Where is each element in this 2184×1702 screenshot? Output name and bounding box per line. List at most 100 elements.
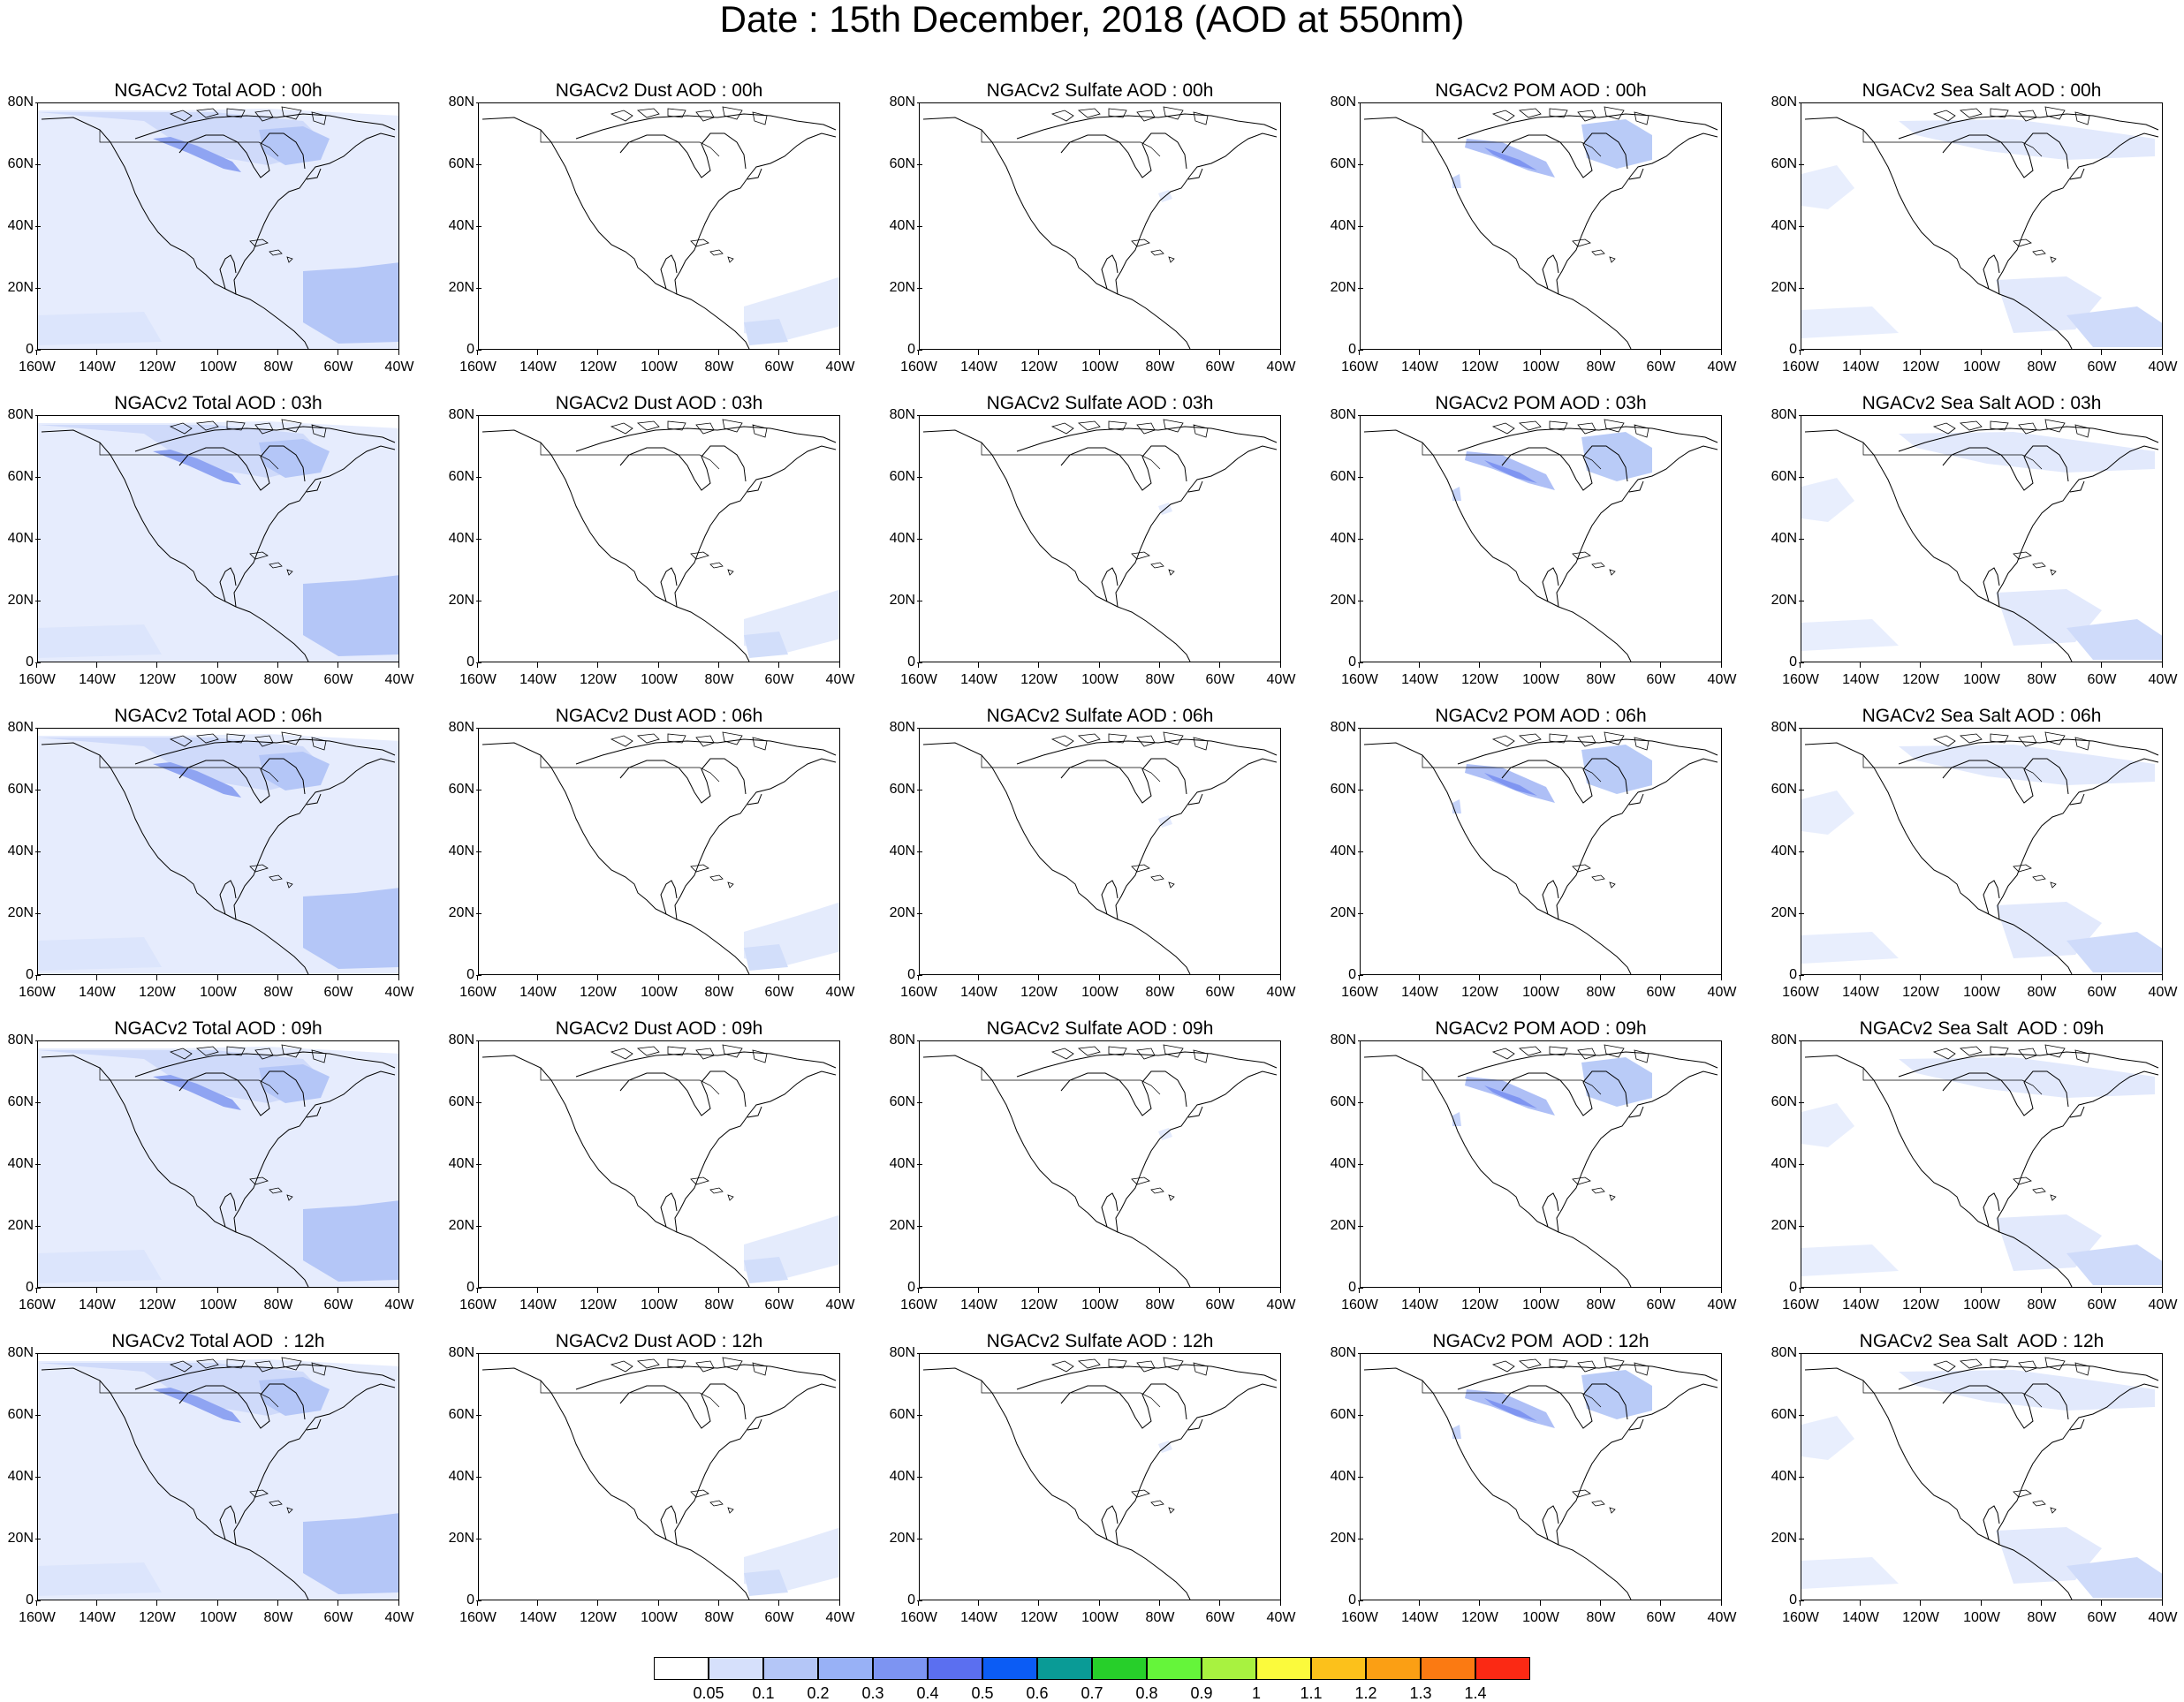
longitude-tick-label: 40W [2136,350,2184,374]
longitude-tick-label: 120W [131,350,184,374]
islands [169,1044,327,1201]
colorbar-swatch [818,1657,873,1680]
latitude-tick-label: 40N [441,844,482,859]
colorbar-swatch [873,1657,928,1680]
islands [1932,1357,2090,1514]
longitude-tick-label: 100W [1955,662,2008,687]
latitude-tick-label: 20N [0,1532,41,1546]
longitude-tick-label: 120W [1453,662,1506,687]
longitude-tick-label: 40W [814,350,867,374]
longitude-tick-label: 160W [11,1288,64,1312]
longitude-tick-label: 100W [1514,350,1567,374]
coastline [1804,738,2159,974]
latitude-tick-label: 40N [0,1470,41,1484]
latitude-tick-label: 40N [441,1470,482,1484]
panel-title: NGACv2 POM AOD : 12h [1432,1331,1649,1351]
longitude-tick-label: 60W [1634,1288,1687,1312]
aerosol-plume [1801,478,1854,522]
latitude-tick-label: 60N [1323,783,1363,797]
aerosol-plume [1801,1557,1899,1589]
colorbar-label: 1 [1251,1684,1261,1702]
aerosol-plume [744,319,788,345]
coastline [1363,738,1718,974]
dust-aod-panel: NGACv2 Dust AOD : 06h 80N 60N 40N 20N 0 160W 14… [441,705,856,1016]
islands [610,1357,768,1514]
longitude-tick-label: 60W [2075,975,2128,1000]
longitude-tick-label: 40W [1255,1600,1308,1625]
longitude-tick-label: 100W [192,975,245,1000]
aerosol-plume [744,1570,788,1596]
longitude-tick-label: 100W [1514,662,1567,687]
map-frame [478,415,840,662]
longitude-tick-label: 40W [2136,1600,2184,1625]
latitude-tick-label: 60N [1323,470,1363,484]
longitude-tick-label: 120W [1894,350,1947,374]
longitude-tick-label: 80W [1134,1288,1187,1312]
longitude-tick-label: 40W [1695,975,1748,1000]
map-frame [1360,102,1722,350]
aerosol-plume [38,1050,321,1103]
pom-aod-panel: NGACv2 POM AOD : 06h 80N 60N 40N 20N 0 160W 140… [1323,705,1738,1016]
latitude-tick-label: 80N [1323,95,1363,110]
sulfate-aod-map [922,1357,1278,1600]
latitude-tick-label: 0 [1323,655,1363,669]
pom-aod-panel: NGACv2 POM AOD : 12h 80N 60N 40N 20N 0 160W 140… [1323,1330,1738,1641]
map-frame [1801,1353,2163,1600]
islands [1932,419,2090,576]
sulfate-aod-panel: NGACv2 Sulfate AOD : 12h 80N 60N 40N 20N 0 160… [882,1330,1297,1641]
latitude-tick-label: 40N [441,532,482,546]
aerosol-plume [1581,119,1652,169]
latitude-tick-label: 60N [882,470,922,484]
longitude-tick-label: 120W [1012,1288,1065,1312]
longitude-tick-label: 60W [2075,1288,2128,1312]
latitude-tick-label: 80N [882,721,922,735]
panel-title: NGACv2 Dust AOD : 09h [555,1018,763,1039]
total-aod-panel: NGACv2 Total AOD : 06h 80N 60N 40N 20N 0 160W 1… [0,705,415,1016]
longitude-tick-label: 60W [2075,1600,2128,1625]
latitude-tick-label: 40N [0,532,41,546]
longitude-tick-label: 100W [1514,975,1567,1000]
longitude-tick-label: 160W [892,662,945,687]
country-border [540,130,720,157]
latitude-tick-label: 0 [882,968,922,982]
latitude-tick-label: 60N [1763,470,1804,484]
map-frame [1801,415,2163,662]
latitude-tick-label: 20N [1763,594,1804,608]
aerosol-plume [1801,1416,1854,1460]
aerosol-plume [744,944,788,971]
longitude-tick-label: 100W [1955,1288,2008,1312]
islands [169,1357,327,1514]
latitude-tick-label: 0 [1323,1281,1363,1295]
longitude-tick-label: 100W [1073,350,1126,374]
islands [169,419,327,576]
map-frame [37,1040,399,1288]
longitude-tick-label: 80W [1574,662,1627,687]
longitude-tick-label: 160W [1333,975,1386,1000]
total-aod-panel: NGACv2 Total AOD : 09h 80N 60N 40N 20N 0 160W 1… [0,1017,415,1328]
longitude-tick-label: 100W [633,1288,686,1312]
aerosol-plume [38,1250,162,1283]
map-frame [919,1353,1281,1600]
sulfate-aod-map [922,106,1278,349]
latitude-tick-label: 60N [441,470,482,484]
country-border [99,443,279,470]
latitude-tick-label: 20N [882,906,922,920]
longitude-tick-label: 140W [71,662,124,687]
islands [1050,106,1209,263]
aerosol-plume [1801,619,1899,651]
total-aod-map [38,731,398,974]
panel-title: NGACv2 Sulfate AOD : 03h [986,393,1214,413]
longitude-tick-label: 120W [572,1288,625,1312]
colorbar-label: 0.8 [1135,1684,1158,1702]
aerosol-plume [1801,1103,1854,1147]
latitude-tick-label: 40N [1323,1470,1363,1484]
aerosol-plume [38,738,321,790]
latitude-tick-label: 0 [1323,343,1363,357]
longitude-tick-label: 60W [312,1600,365,1625]
longitude-tick-label: 120W [1012,350,1065,374]
aerosol-plume [259,752,330,790]
sulfate-aod-map [922,419,1278,662]
dust-aod-map [482,1044,839,1287]
latitude-tick-label: 20N [441,594,482,608]
longitude-tick-label: 80W [252,350,305,374]
